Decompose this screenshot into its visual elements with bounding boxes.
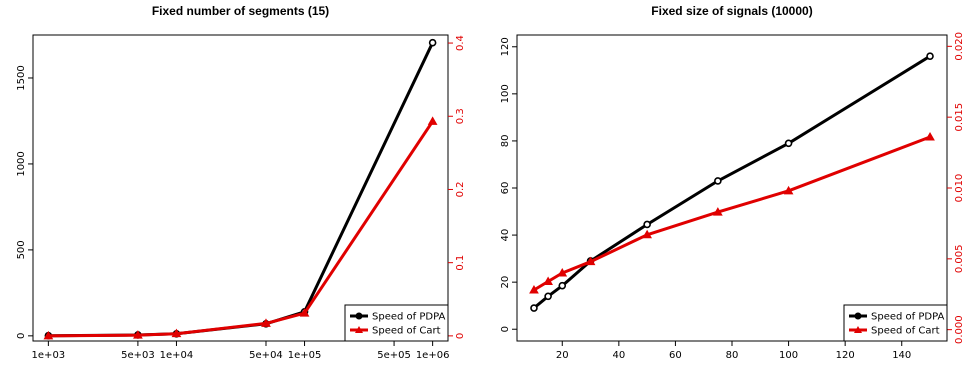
data-point-pdpa xyxy=(544,292,552,301)
data-point-cart xyxy=(299,308,310,317)
series-line-pdpa xyxy=(532,54,932,310)
legend-label: Speed of Cart xyxy=(871,326,940,337)
data-point-cart xyxy=(557,267,568,277)
y-right-tick-label: 0.2 xyxy=(455,182,466,198)
data-point-cart xyxy=(925,131,935,141)
x-tick-label: 5e+03 xyxy=(121,350,155,361)
y-left-tick-label: 40 xyxy=(500,229,511,242)
x-tick-label: 1e+04 xyxy=(160,350,194,361)
data-point-pdpa xyxy=(714,177,722,185)
x-tick-label: 1e+03 xyxy=(32,350,66,361)
plot-frame xyxy=(32,34,449,342)
y-left-tick-label: 80 xyxy=(500,135,511,148)
y-right-tick-label: 0.4 xyxy=(455,35,466,51)
data-point-cart xyxy=(261,318,271,327)
data-point-cart xyxy=(585,256,596,266)
legend-marker-triangle xyxy=(355,326,363,333)
legend-marker-circle xyxy=(854,312,862,320)
x-tick-label: 100 xyxy=(779,350,798,361)
data-point-cart xyxy=(43,330,54,340)
data-point-cart xyxy=(427,116,438,125)
y-right-tick-label: 0.3 xyxy=(455,108,466,124)
data-point-cart xyxy=(543,276,553,285)
data-point-pdpa xyxy=(530,304,538,312)
legend-box xyxy=(843,304,948,342)
x-tick-label: 40 xyxy=(612,350,625,361)
x-tick-label: 140 xyxy=(892,350,911,361)
x-tick-label: 120 xyxy=(836,350,855,361)
legend-label: Speed of Cart xyxy=(372,326,441,337)
data-point-pdpa xyxy=(926,52,934,60)
data-point-cart xyxy=(529,284,539,294)
legend-box xyxy=(344,304,449,342)
series-line-pdpa xyxy=(46,41,435,338)
chart-title: Fixed size of signals (10000) xyxy=(651,4,812,18)
y-left-tick-label: 120 xyxy=(500,37,511,56)
y-right-tick-label: 0.1 xyxy=(455,255,466,271)
y-left-tick-label: 0 xyxy=(500,326,511,332)
legend-label: Speed of PDPA xyxy=(372,312,445,323)
data-point-cart xyxy=(133,330,143,339)
x-tick-label: 80 xyxy=(726,350,739,361)
data-point-pdpa xyxy=(428,38,437,47)
y-left-tick-label: 20 xyxy=(500,276,511,289)
legend-label: Speed of PDPA xyxy=(871,312,944,323)
y-right-tick-label: 0.015 xyxy=(954,103,965,132)
legend-marker-circle xyxy=(355,312,363,320)
x-tick-label: 1e+05 xyxy=(288,350,322,361)
chart-title: Fixed number of segments (15) xyxy=(152,4,329,18)
chart-legend: Speed of PDPA Speed of Cart xyxy=(344,304,449,342)
series-line-cart xyxy=(532,135,932,292)
y-right-tick-label: 0.010 xyxy=(954,174,965,203)
x-tick-label: 60 xyxy=(669,350,682,361)
data-point-pdpa xyxy=(784,139,793,148)
data-point-pdpa xyxy=(558,281,567,290)
legend-marker-triangle xyxy=(854,326,862,333)
x-tick-label: 1e+06 xyxy=(416,350,450,361)
data-point-cart xyxy=(171,328,182,338)
y-right-tick-label: 0.000 xyxy=(954,315,965,344)
y-right-tick-label: 0 xyxy=(455,333,466,339)
data-point-pdpa xyxy=(643,220,651,229)
chart-legend: Speed of PDPA Speed of Cart xyxy=(843,304,948,342)
x-tick-label: 5e+04 xyxy=(249,350,283,361)
plot-frame xyxy=(516,34,948,342)
y-left-tick-label: 100 xyxy=(500,84,511,103)
data-point-cart xyxy=(783,185,794,195)
x-tick-label: 5e+05 xyxy=(377,350,411,361)
y-left-tick-label: 0 xyxy=(16,333,27,339)
data-point-cart xyxy=(712,207,723,216)
x-tick-label: 20 xyxy=(556,350,569,361)
y-right-tick-label: 0.020 xyxy=(954,32,965,61)
y-left-tick-label: 1000 xyxy=(16,151,27,176)
series-line-cart xyxy=(46,119,435,338)
data-point-cart xyxy=(642,229,652,239)
y-left-tick-label: 1500 xyxy=(16,65,27,90)
y-left-tick-label: 500 xyxy=(16,240,27,259)
y-right-tick-label: 0.005 xyxy=(954,245,965,274)
y-left-tick-label: 60 xyxy=(500,182,511,195)
